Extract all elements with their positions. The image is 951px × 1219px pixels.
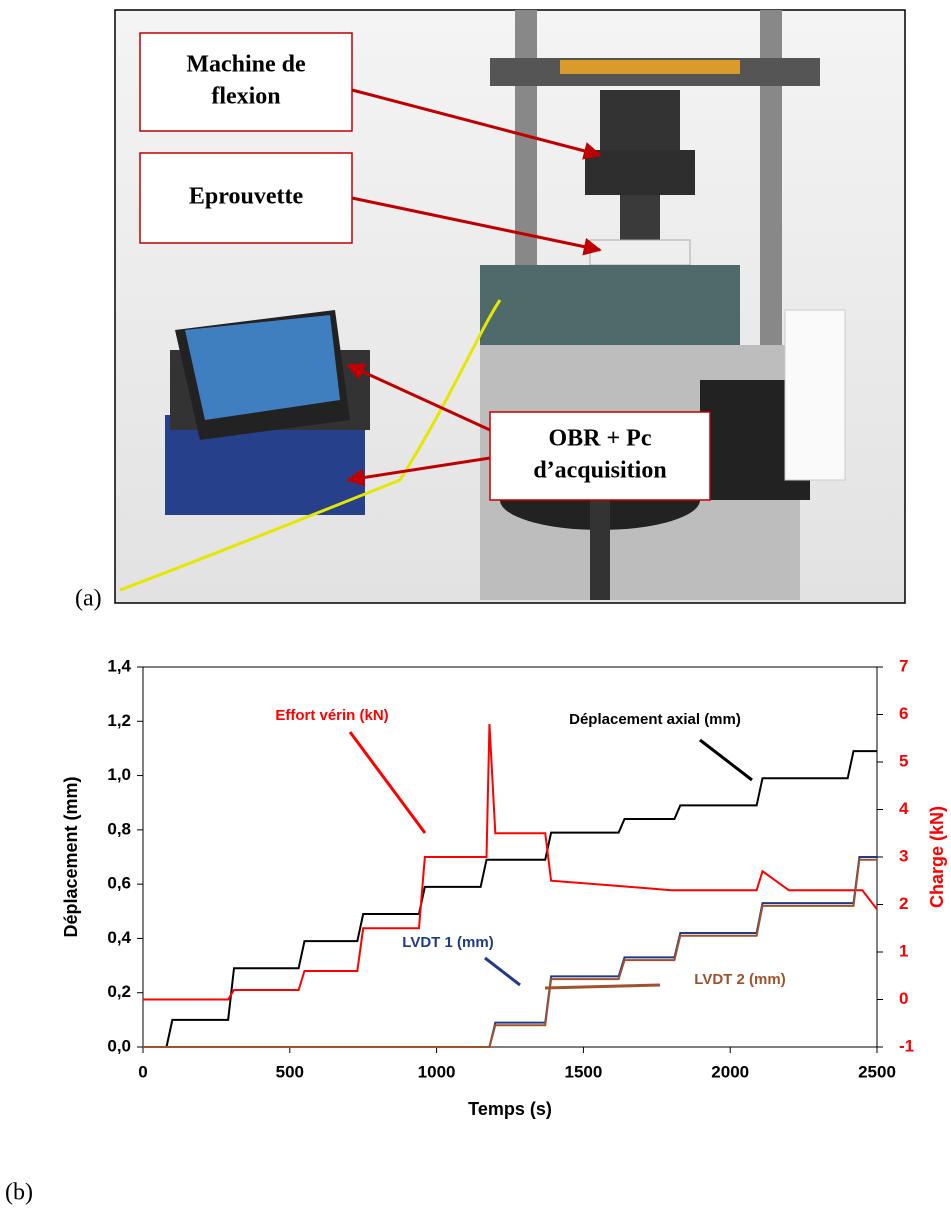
- photo-label: Eprouvette: [189, 184, 304, 210]
- y2-tick-label: 0: [899, 989, 908, 1008]
- x-axis-label: Temps (s): [468, 1099, 552, 1119]
- panel-label: (a): [75, 586, 102, 612]
- x-tick-label: 2000: [711, 1062, 749, 1081]
- y-tick-label: 1,2: [107, 711, 131, 730]
- annotation: LVDT 2 (mm): [694, 971, 785, 988]
- y-tick-label: 0,8: [107, 819, 131, 838]
- annotation: Effort vérin (kN): [275, 707, 388, 724]
- annotation: Déplacement axial (mm): [569, 711, 741, 728]
- x-tick-label: 500: [276, 1062, 304, 1081]
- series-line: [143, 856, 877, 1048]
- panel-label: (b): [5, 1180, 33, 1206]
- y2-tick-label: 7: [899, 656, 908, 675]
- x-tick-label: 1500: [564, 1062, 602, 1081]
- y2-tick-label: 4: [899, 799, 909, 818]
- photo-label: Machine de: [186, 52, 306, 78]
- y2-tick-label: -1: [899, 1036, 914, 1055]
- y-tick-label: 1,0: [107, 765, 131, 784]
- series-line: [143, 858, 877, 1048]
- y-tick-label: 0,2: [107, 982, 131, 1001]
- y2-tick-label: 5: [899, 751, 908, 770]
- annotation: LVDT 1 (mm): [402, 934, 493, 951]
- y2-axis-label: Charge (kN): [927, 806, 947, 908]
- x-tick-label: 0: [138, 1062, 147, 1081]
- y2-tick-label: 6: [899, 704, 908, 723]
- x-tick-label: 2500: [858, 1062, 896, 1081]
- photo-label: flexion: [211, 84, 280, 110]
- x-tick-label: 1000: [418, 1062, 456, 1081]
- photo: [114, 9, 906, 604]
- y-tick-label: 0,0: [107, 1036, 131, 1055]
- y-axis-label: Déplacement (mm): [61, 776, 81, 937]
- y-tick-label: 0,4: [107, 928, 131, 947]
- annotation-arrow: [348, 731, 427, 834]
- y2-tick-label: 1: [899, 941, 908, 960]
- annotation-arrow: [699, 738, 753, 782]
- photo-label: OBR + Pc: [549, 426, 652, 452]
- photo-label: d’acquisition: [533, 458, 666, 484]
- annotation-arrow: [544, 983, 661, 990]
- y2-tick-label: 3: [899, 846, 908, 865]
- y2-tick-label: 2: [899, 894, 908, 913]
- annotation-arrow: [484, 956, 521, 987]
- series-line: [143, 723, 878, 1001]
- y-tick-label: 1,4: [107, 656, 131, 675]
- series-line: [165, 750, 877, 1048]
- y-tick-label: 0,6: [107, 874, 131, 893]
